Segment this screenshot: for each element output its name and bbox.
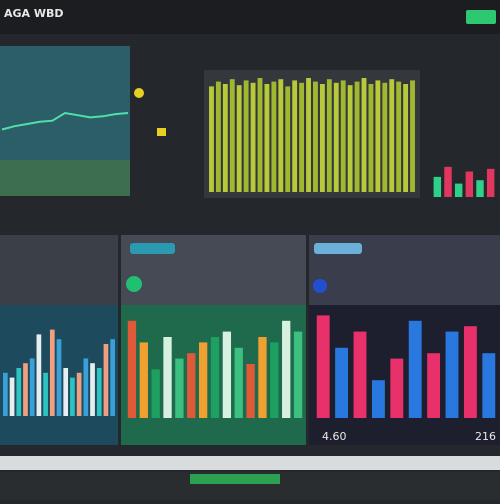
bar	[482, 353, 496, 418]
bar	[49, 329, 55, 416]
bar	[375, 80, 381, 192]
bar	[382, 82, 388, 192]
bar	[63, 368, 69, 416]
bar	[389, 79, 395, 192]
bar	[335, 347, 349, 418]
bar	[465, 171, 474, 197]
bar	[403, 84, 409, 192]
status-dot	[313, 279, 327, 293]
bar	[222, 84, 228, 192]
bar	[96, 368, 102, 416]
bar	[427, 353, 441, 418]
bar	[163, 337, 172, 418]
bar	[23, 363, 28, 416]
bar	[444, 166, 452, 197]
bar	[408, 320, 422, 418]
bar	[353, 331, 367, 418]
density-panel	[204, 70, 420, 198]
action-button[interactable]	[466, 10, 496, 24]
bar	[319, 84, 325, 192]
bar	[371, 380, 385, 418]
bar	[282, 320, 291, 418]
bar	[243, 80, 249, 192]
bar	[271, 81, 277, 192]
legend-swatch	[157, 128, 166, 136]
bar	[83, 358, 89, 416]
bar	[486, 168, 495, 197]
bar	[70, 377, 75, 416]
trend-line	[1, 111, 129, 131]
scroll-strip	[0, 456, 500, 470]
bar	[340, 80, 346, 192]
footer-value: 4.60	[322, 430, 347, 443]
bar	[56, 339, 62, 416]
card-tab[interactable]	[130, 243, 175, 254]
bar	[246, 364, 255, 418]
bar	[316, 315, 330, 418]
bar	[333, 82, 339, 192]
bar	[463, 326, 477, 418]
bar	[198, 342, 208, 418]
bar	[270, 342, 279, 418]
bar	[264, 84, 270, 192]
bar	[103, 344, 109, 416]
bar	[292, 80, 298, 192]
bar	[257, 78, 263, 192]
bar	[90, 363, 95, 416]
bar	[476, 180, 484, 197]
bar	[278, 79, 284, 192]
bar	[293, 331, 303, 418]
bar	[175, 358, 184, 418]
bar	[410, 80, 415, 192]
bar	[306, 78, 311, 192]
bar	[36, 334, 42, 416]
bar	[151, 369, 160, 418]
bar	[9, 377, 15, 416]
bar	[43, 372, 48, 416]
bar	[347, 85, 353, 192]
bar	[222, 331, 232, 418]
bar	[110, 339, 115, 416]
bar	[29, 358, 35, 416]
bar	[299, 82, 305, 192]
bar	[187, 353, 196, 418]
bar	[368, 84, 374, 192]
bar	[354, 81, 360, 192]
app-title: AGA WBD	[4, 7, 64, 20]
active-tab[interactable]	[190, 474, 280, 484]
bar	[285, 86, 291, 192]
bar	[445, 331, 459, 418]
bar	[313, 81, 318, 192]
bar	[433, 176, 442, 197]
top-bar	[0, 0, 500, 34]
card-tab[interactable]	[314, 243, 362, 254]
bar	[454, 183, 463, 197]
bar	[229, 79, 235, 192]
status-dot	[126, 276, 142, 292]
bar	[139, 342, 148, 418]
bar	[234, 347, 243, 418]
bar	[361, 78, 367, 192]
bar	[236, 85, 242, 192]
bar	[390, 358, 404, 418]
bar	[250, 82, 256, 192]
bar	[127, 320, 137, 418]
bar	[215, 81, 221, 192]
bar	[209, 86, 214, 192]
bar	[16, 368, 22, 416]
bar	[258, 337, 267, 418]
legend-dot	[134, 88, 144, 98]
footer-value: 216	[475, 430, 496, 443]
bar	[3, 372, 8, 416]
bar	[396, 81, 402, 192]
trend-area	[0, 160, 130, 196]
card-left	[0, 235, 118, 305]
bar	[76, 372, 82, 416]
bar	[326, 79, 332, 192]
bar	[210, 337, 220, 418]
